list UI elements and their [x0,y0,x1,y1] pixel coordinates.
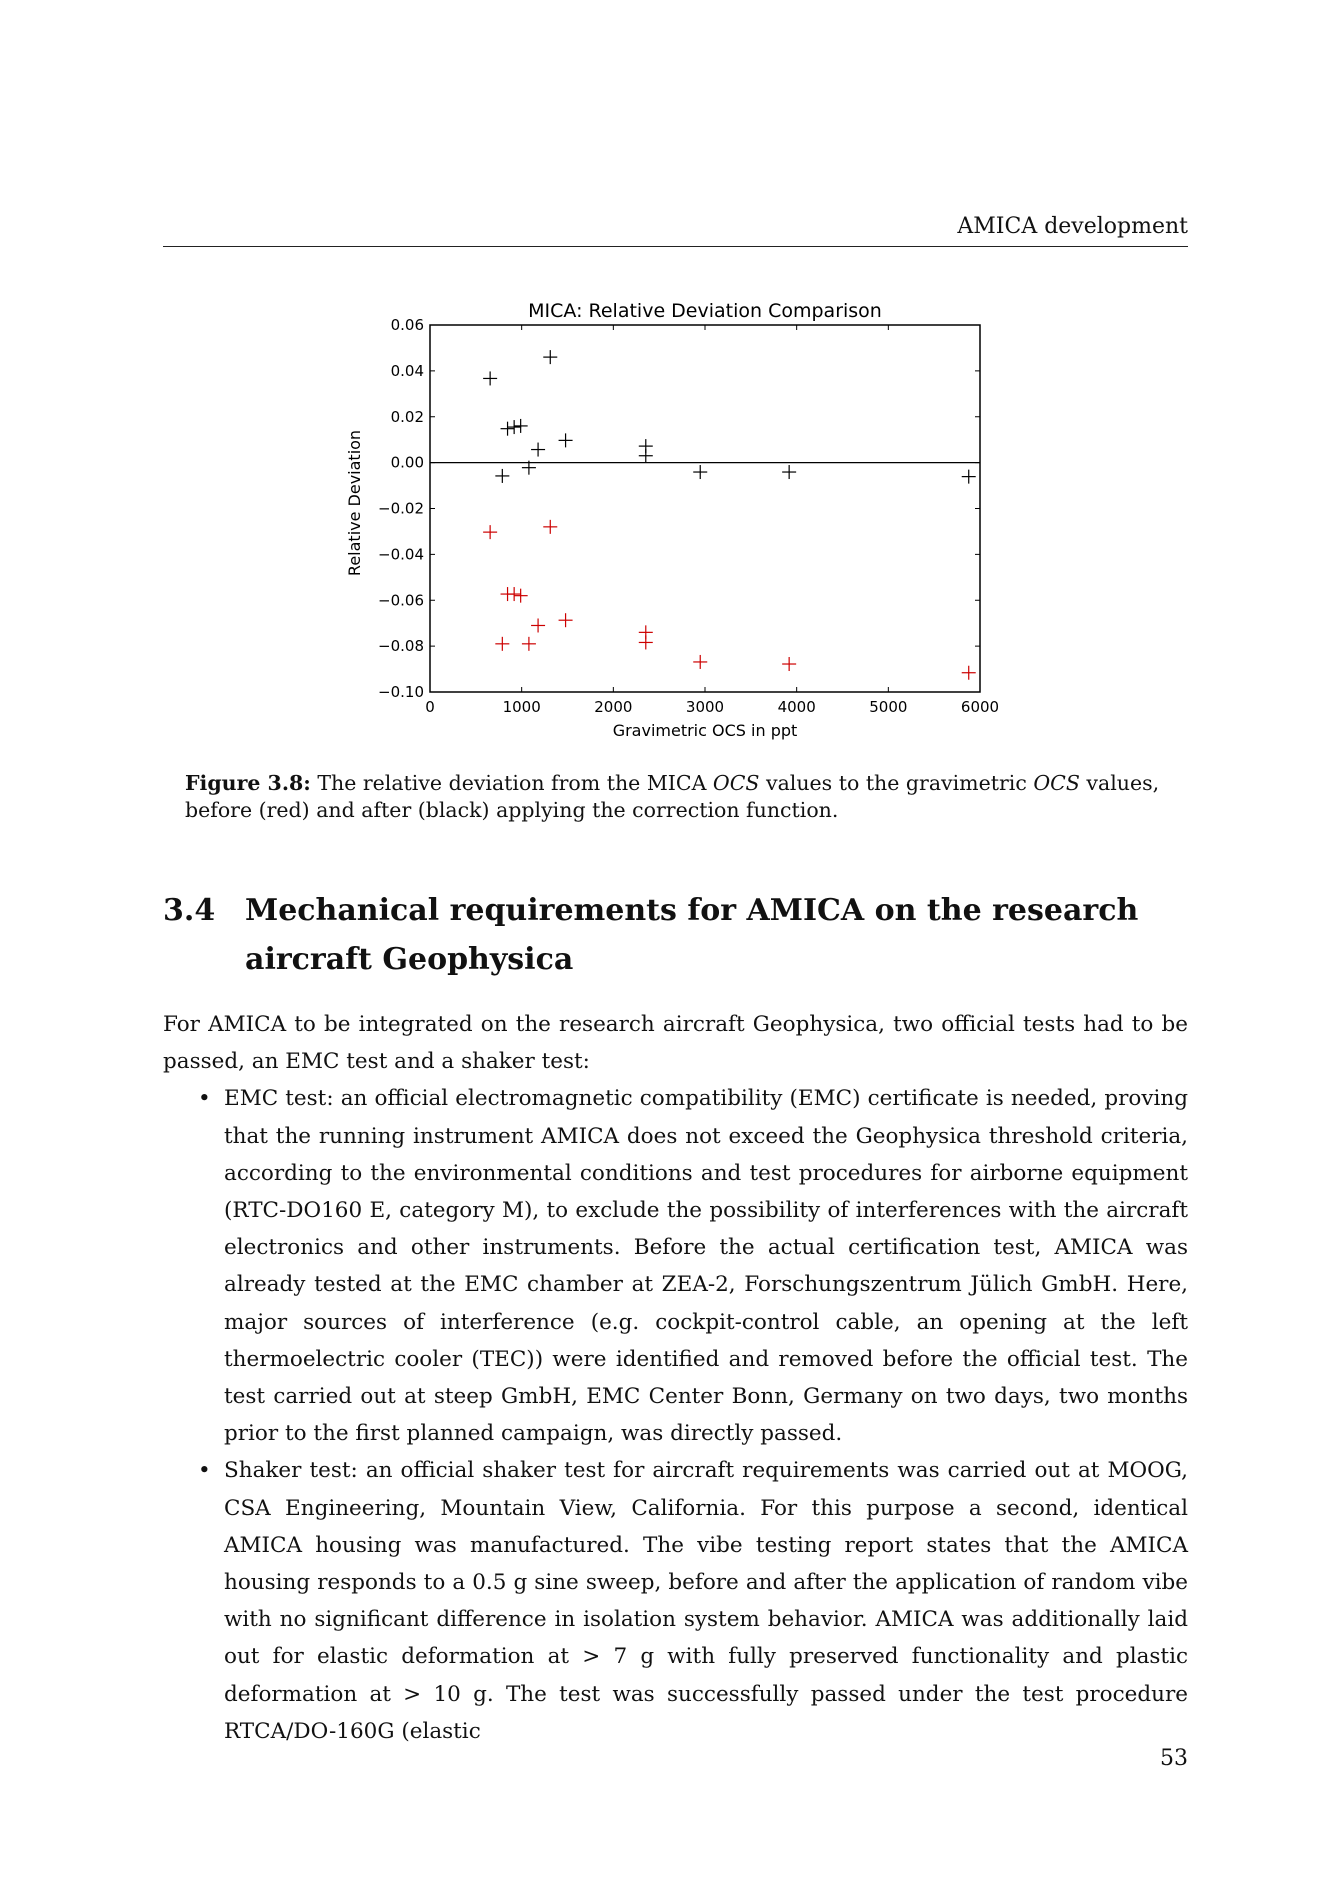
data-point [507,420,522,435]
caption-ocs: OCS [1033,771,1080,795]
data-point [531,618,546,633]
list-item-text: Shaker test: an official shaker test for… [224,1458,1188,1744]
header-rule [163,246,1188,247]
x-tick-label: 0 [425,698,435,716]
data-point [961,665,976,680]
page-number: 53 [1160,1746,1188,1771]
y-tick-label: 0.02 [391,408,424,426]
data-point [521,636,536,651]
data-point [782,657,797,672]
x-tick-label: 4000 [778,698,816,716]
y-axis-label: Relative Deviation [345,430,364,576]
y-tick-label: 0.04 [391,362,424,380]
y-tick-label: −0.08 [378,637,424,655]
x-tick-label: 3000 [686,698,724,716]
y-tick-label: 0.00 [391,454,424,472]
x-tick-label: 1000 [503,698,541,716]
data-point [495,468,510,483]
intro-paragraph: For AMICA to be integrated on the resear… [163,1012,1188,1075]
data-point [507,587,522,602]
caption-text: values to the gravimetric [759,771,1034,795]
y-tick-label: −0.02 [378,500,424,518]
data-point [483,525,498,540]
plot-frame [429,324,981,693]
data-point [543,519,558,534]
data-point [521,460,536,475]
y-tick-label: 0.06 [391,316,424,334]
running-head: AMICA development [957,214,1188,239]
data-point [693,654,708,669]
bullet-list: • EMC test: an official electromagnetic c… [163,1080,1188,1750]
data-point [513,418,528,433]
list-item-text: EMC test: an official electromagnetic co… [224,1086,1188,1447]
data-point [782,465,797,480]
list-item: • EMC test: an official electromagnetic c… [163,1080,1188,1452]
section-heading: 3.4 Mechanical requirements for AMICA on… [163,886,1193,984]
y-tick-label: −0.04 [378,545,424,563]
x-axis-label: Gravimetric OCS in ppt [613,721,798,740]
data-point [513,588,528,603]
list-item: • Shaker test: an official shaker test fo… [163,1452,1188,1750]
data-point [638,635,653,650]
body-text: For AMICA to be integrated on the resear… [163,1006,1188,1750]
x-tick-label: 5000 [869,698,907,716]
bullet-icon: • [198,1458,211,1484]
chart-title: MICA: Relative Deviation Comparison [528,300,882,322]
data-point [558,433,573,448]
data-point [693,465,708,480]
data-point [961,469,976,484]
figure-caption: Figure 3.8: The relative deviation from … [185,770,1170,824]
y-tick-label: −0.06 [378,591,424,609]
data-point [638,448,653,463]
data-point [543,350,558,365]
data-point [531,442,546,457]
caption-ocs: OCS [712,771,760,795]
data-point [483,371,498,386]
data-point [495,636,510,651]
y-tick-label: −0.10 [378,683,424,701]
x-tick-label: 2000 [594,698,632,716]
caption-text: The relative deviation from the MICA [310,771,713,795]
data-point [558,613,573,628]
section-title: Mechanical requirements for AMICA on the… [245,893,1139,977]
section-number: 3.4 [163,893,216,928]
caption-text: values, before (red) and after (black) a… [185,771,1160,822]
scatter-chart: MICA: Relative Deviation Comparison Grav… [345,300,999,740]
x-tick-label: 6000 [961,698,999,716]
caption-label: Figure 3.8: [185,771,311,795]
bullet-icon: • [198,1086,211,1112]
data-point [500,421,515,436]
